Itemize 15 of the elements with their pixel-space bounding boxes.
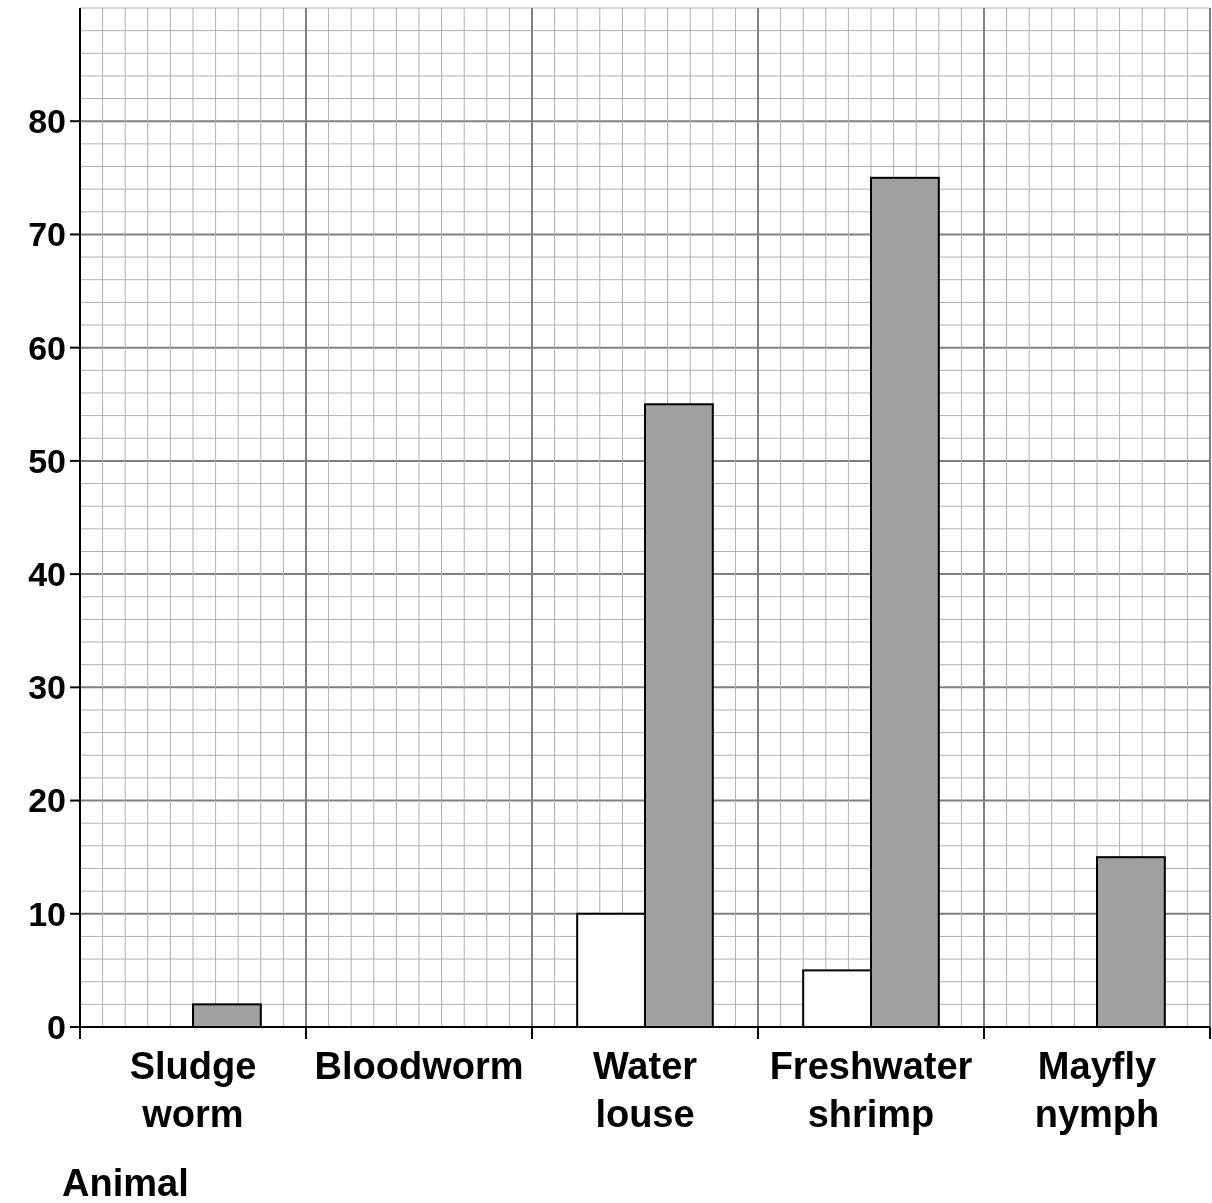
y-tick-label: 60 (28, 328, 66, 367)
y-tick-label: 40 (28, 555, 66, 594)
y-tick-label: 70 (28, 215, 66, 254)
y-tick-label: 30 (28, 668, 66, 707)
x-tick-label: Water louse (592, 1045, 698, 1135)
y-tick-label: 20 (28, 781, 66, 820)
x-axis-title: Animal (62, 1162, 189, 1203)
x-tick-label: Freshwater shrimp (769, 1045, 973, 1135)
x-tick-label: Mayfly nymph (1034, 1045, 1160, 1135)
y-tick-label: 10 (28, 894, 66, 933)
y-tick-label: 0 (47, 1007, 66, 1046)
x-tick-label: Bloodworm (314, 1045, 524, 1087)
x-tick-label: Sludge worm (129, 1045, 257, 1135)
y-tick-label: 50 (28, 441, 66, 480)
y-tick-label: 80 (28, 102, 66, 141)
